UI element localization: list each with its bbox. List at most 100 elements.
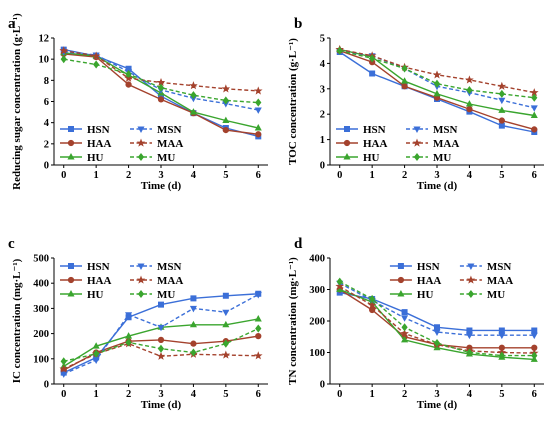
legend-label: MSN xyxy=(433,124,458,136)
data-point xyxy=(498,117,505,124)
x-tick-label: 4 xyxy=(191,389,197,400)
legend-marker xyxy=(467,263,475,270)
legend-label: MAA xyxy=(157,275,183,287)
data-point xyxy=(401,83,408,90)
series-msn xyxy=(60,292,262,378)
data-point xyxy=(221,350,231,359)
legend-entry-hsn: HSN xyxy=(389,261,440,273)
legend-entry-msn: MSN xyxy=(406,124,458,136)
data-point xyxy=(222,320,230,328)
legend-marker xyxy=(413,126,421,133)
x-tick-label: 5 xyxy=(223,170,228,181)
x-tick-label: 0 xyxy=(337,389,342,400)
legend-entry-msn: MSN xyxy=(130,261,182,273)
legend-label: HU xyxy=(417,289,434,301)
legend-marker xyxy=(343,139,351,147)
legend-entry-msn: MSN xyxy=(459,261,512,273)
legend-marker xyxy=(343,153,351,160)
legend-marker xyxy=(397,263,404,269)
legend-marker xyxy=(67,153,75,160)
y-tick-label: 4 xyxy=(320,59,326,70)
legend-label: MSN xyxy=(487,261,512,273)
data-point xyxy=(92,342,100,349)
data-point xyxy=(401,77,409,84)
data-point xyxy=(401,309,408,316)
legend-entry-haa: HAA xyxy=(60,138,112,150)
data-point xyxy=(255,131,262,138)
data-point xyxy=(531,126,538,133)
data-point xyxy=(336,277,343,286)
y-tick-label: 400 xyxy=(309,254,325,265)
data-point xyxy=(369,306,376,314)
data-point xyxy=(60,357,67,366)
data-point xyxy=(255,98,262,107)
x-axis-label: Time (d) xyxy=(141,180,182,192)
data-point xyxy=(401,315,409,322)
legend-marker xyxy=(137,263,145,270)
data-point xyxy=(255,324,262,333)
legend-entry-mu: MU xyxy=(459,289,505,301)
data-point xyxy=(158,301,164,308)
data-point xyxy=(254,292,262,299)
data-point xyxy=(253,351,263,360)
x-axis-label: Time (d) xyxy=(417,399,458,411)
legend-marker xyxy=(344,126,350,132)
data-point xyxy=(401,323,408,332)
x-tick-label: 4 xyxy=(467,389,473,400)
legend-entry-hu: HU xyxy=(336,152,380,164)
data-point xyxy=(433,89,441,97)
chart-panel-b: b 0 1 2 3 4 5 0 1 2 3 4 5 6 Time (d) TOC concentration … xyxy=(287,16,544,192)
x-tick-label: 2 xyxy=(402,170,407,181)
x-tick-label: 0 xyxy=(61,170,66,181)
data-point xyxy=(336,46,343,55)
series-hsn xyxy=(336,289,538,334)
legend-entry-maa: MAA xyxy=(130,138,183,150)
legend-marker xyxy=(397,290,405,297)
data-point xyxy=(92,357,100,365)
legend-marker xyxy=(136,138,146,147)
y-tick-label: 0 xyxy=(320,161,325,172)
chart-panel-d: d 0 100 200 300 400 0 1 2 3 4 5 6 Time (d) TN concentr… xyxy=(287,236,544,411)
legend-entry-maa: MAA xyxy=(130,275,183,287)
y-tick-label: 6 xyxy=(44,97,49,108)
legend-marker xyxy=(136,275,146,284)
legend-entry-hsn: HSN xyxy=(336,124,386,136)
data-point xyxy=(189,320,197,328)
y-tick-label: 300 xyxy=(33,304,49,315)
legend-marker xyxy=(68,263,74,269)
y-tick-label: 1 xyxy=(320,135,325,146)
data-point xyxy=(190,91,197,100)
data-point xyxy=(222,292,229,299)
x-axis-label: Time (d) xyxy=(141,399,182,411)
x-tick-label: 5 xyxy=(499,389,504,400)
y-tick-label: 400 xyxy=(33,279,49,290)
legend-entry-mu: MU xyxy=(130,152,175,164)
legend-label: HAA xyxy=(87,138,112,150)
y-tick-label: 8 xyxy=(44,76,49,87)
series-mu xyxy=(336,46,538,102)
legend-entry-maa: MAA xyxy=(406,138,459,150)
x-tick-label: 6 xyxy=(256,389,261,400)
x-tick-label: 3 xyxy=(158,170,163,181)
x-tick-label: 3 xyxy=(434,389,439,400)
panel-letter: a xyxy=(8,16,16,32)
legend-label: HSN xyxy=(417,261,440,273)
legend-marker xyxy=(68,126,74,132)
y-axis-label: Reducing sugar concentration (g·L⁻¹) xyxy=(11,13,23,190)
legend-label: HAA xyxy=(87,275,112,287)
data-point xyxy=(400,329,409,338)
data-point xyxy=(335,281,345,290)
data-point xyxy=(157,96,165,103)
data-point xyxy=(498,89,505,98)
y-tick-label: 5 xyxy=(320,34,325,45)
data-point xyxy=(59,364,69,373)
legend-label: MU xyxy=(433,152,451,164)
legend-entry-hsn: HSN xyxy=(60,124,110,136)
legend-entry-maa: MAA xyxy=(459,275,513,287)
legend-label: HU xyxy=(87,152,104,164)
x-tick-label: 2 xyxy=(126,170,131,181)
y-tick-label: 10 xyxy=(39,55,50,66)
legend-marker xyxy=(67,290,75,297)
data-point xyxy=(432,70,442,79)
legend-entry-hsn: HSN xyxy=(60,261,110,273)
